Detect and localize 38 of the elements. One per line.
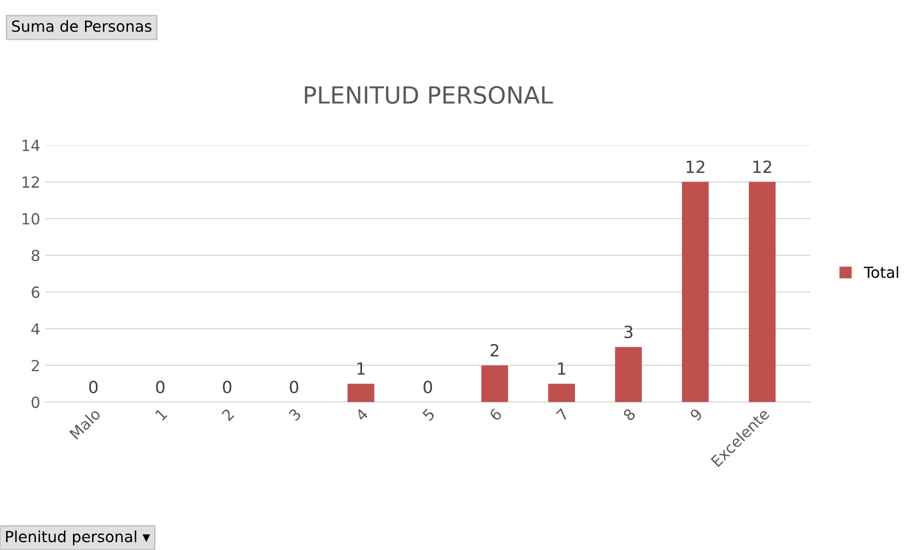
text: Plenitud personal ▾: [6, 530, 150, 546]
legend-label: Total: [864, 266, 898, 278]
y-tick-label: 2: [32, 360, 39, 372]
x-tick-label: 1: [154, 408, 168, 421]
text: Suma de Personas: [12, 20, 152, 32]
x-tick-label: 7: [556, 408, 569, 422]
data-label: 2: [490, 344, 498, 356]
x-tick-label: 2: [221, 408, 234, 422]
bar: [615, 347, 642, 402]
data-label: 0: [222, 380, 232, 394]
bar: [548, 384, 575, 402]
x-tick-label: 3: [288, 408, 302, 422]
data-label: 0: [424, 380, 432, 394]
data-label: 12: [753, 160, 772, 173]
bar: [682, 182, 709, 402]
x-tick-label: 9: [689, 408, 703, 422]
y-tick-label: 10: [22, 213, 40, 225]
y-tick-label: 6: [32, 286, 40, 298]
bar: [481, 365, 508, 402]
x-tick-label: 5: [422, 408, 436, 422]
bar: [748, 182, 776, 402]
data-label: 1: [357, 362, 365, 375]
bar: [348, 384, 374, 402]
y-tick-label: 8: [32, 250, 40, 262]
data-label: 12: [686, 160, 704, 173]
data-label: 1: [558, 362, 566, 375]
chart-title: PLENITUD PERSONAL: [304, 86, 553, 104]
data-label: 0: [290, 380, 298, 394]
x-tick-label: 6: [488, 408, 502, 422]
data-label: 3: [624, 326, 632, 338]
x-tick-label: 8: [622, 408, 636, 422]
y-tick-label: 0: [32, 396, 40, 408]
x-tick-label: 4: [354, 408, 369, 422]
y-tick-label: 14: [22, 140, 40, 152]
y-tick-label: 4: [31, 323, 40, 334]
data-label: 0: [156, 380, 164, 394]
y-tick-label: 12: [22, 176, 39, 188]
data-label: 0: [89, 380, 98, 394]
